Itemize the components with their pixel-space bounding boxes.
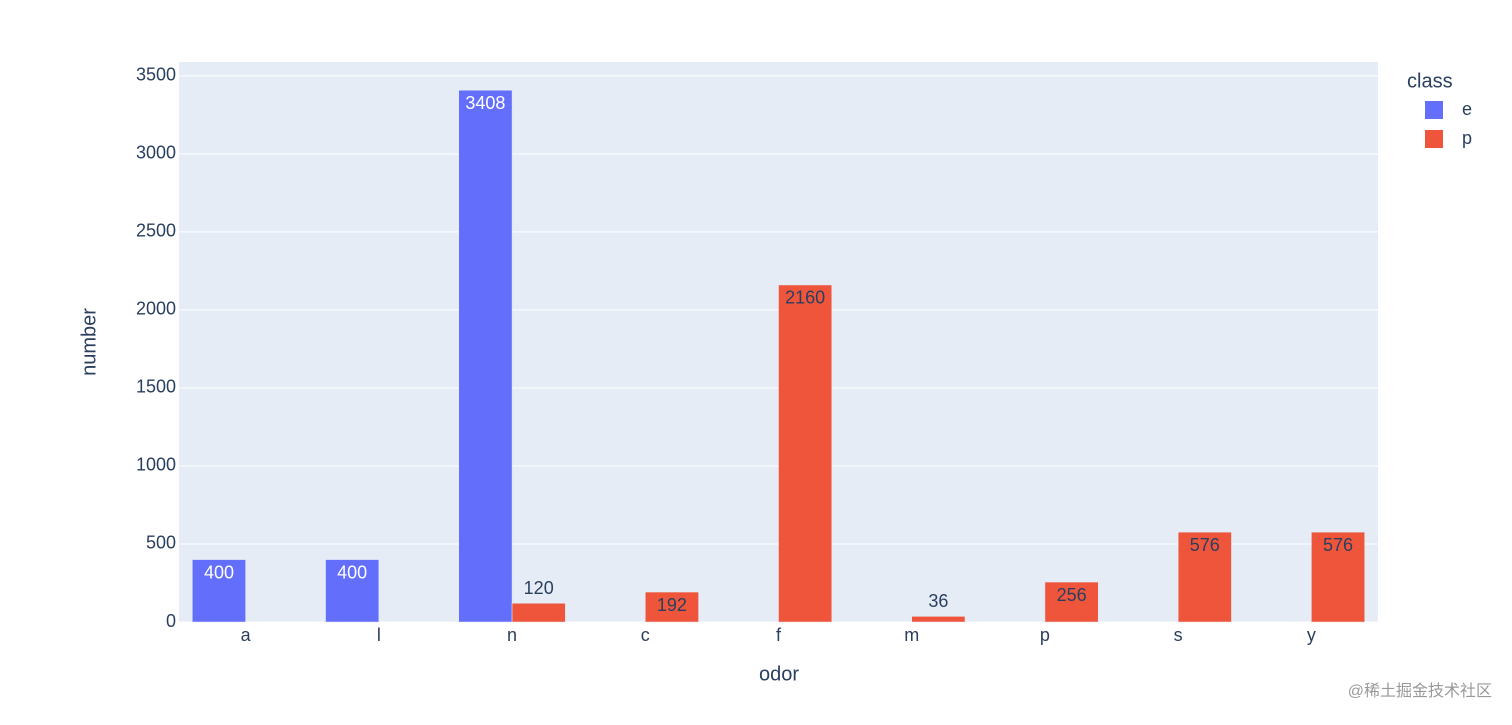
bar bbox=[458, 89, 513, 623]
bar bbox=[511, 603, 566, 623]
data-label: 400 bbox=[204, 562, 234, 582]
y-tick-label: 3000 bbox=[136, 143, 176, 163]
y-tick-label: 0 bbox=[166, 611, 176, 631]
data-label: 400 bbox=[337, 562, 367, 582]
x-tick-label: l bbox=[377, 625, 381, 645]
data-label: 36 bbox=[928, 591, 948, 611]
bar bbox=[192, 559, 246, 623]
data-label: 576 bbox=[1323, 535, 1353, 555]
y-tick-label: 1000 bbox=[136, 455, 176, 475]
data-label: 256 bbox=[1057, 585, 1087, 605]
legend-label: e bbox=[1462, 99, 1472, 119]
bar bbox=[1177, 531, 1232, 623]
legend-title: class bbox=[1407, 70, 1453, 92]
data-label: 3408 bbox=[465, 93, 505, 113]
data-label: 192 bbox=[657, 595, 687, 615]
x-tick-label: s bbox=[1174, 625, 1183, 645]
legend-label: p bbox=[1462, 128, 1472, 148]
x-axis-title: odor bbox=[759, 663, 799, 685]
legend-swatch bbox=[1425, 130, 1443, 148]
x-tick-label: f bbox=[776, 625, 782, 645]
y-tick-label: 1500 bbox=[136, 377, 176, 397]
legend-swatch bbox=[1425, 101, 1443, 119]
bar bbox=[325, 559, 380, 623]
x-tick-label: y bbox=[1307, 625, 1316, 645]
y-axis-title: number bbox=[78, 308, 100, 376]
x-tick-label: m bbox=[904, 625, 919, 645]
y-tick-label: 500 bbox=[146, 533, 176, 553]
y-tick-label: 2500 bbox=[136, 221, 176, 241]
y-tick-label: 2000 bbox=[136, 299, 176, 319]
watermark: @稀土掘金技术社区 bbox=[1348, 682, 1492, 700]
y-tick-label: 3500 bbox=[136, 65, 176, 85]
bar bbox=[911, 616, 966, 623]
x-tick-label: n bbox=[507, 625, 517, 645]
data-label: 576 bbox=[1190, 535, 1220, 555]
bar bbox=[1044, 581, 1099, 623]
bar bbox=[645, 591, 699, 623]
data-label: 120 bbox=[524, 578, 554, 598]
x-tick-label: c bbox=[641, 625, 650, 645]
x-tick-label: a bbox=[241, 625, 252, 645]
data-label: 2160 bbox=[785, 288, 825, 308]
bar bbox=[1311, 531, 1365, 623]
x-tick-label: p bbox=[1040, 625, 1050, 645]
bar bbox=[778, 284, 833, 623]
